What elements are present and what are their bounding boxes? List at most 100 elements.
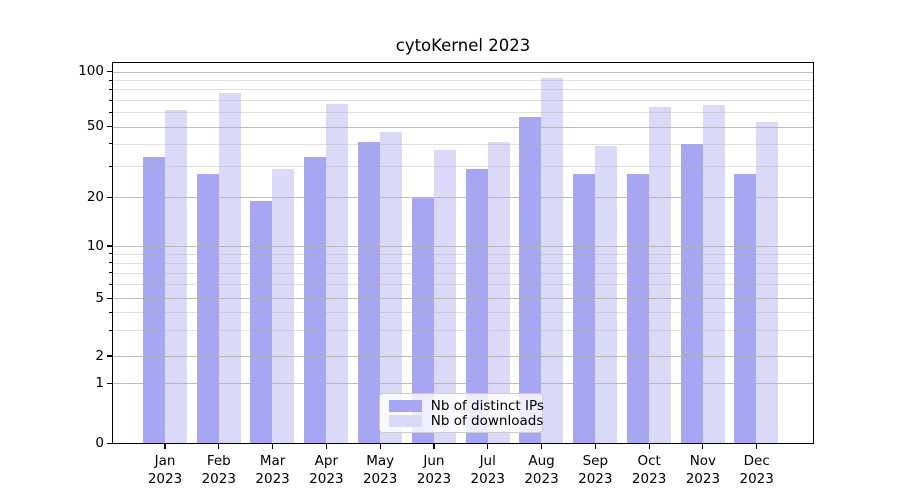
bar-downloads-jul xyxy=(487,142,510,443)
x-label-month: Nov xyxy=(689,453,717,469)
x-tick-nov xyxy=(702,444,704,449)
x-tick-label-sep: Sep 2023 xyxy=(563,452,627,488)
bar-ips-oct xyxy=(626,174,649,443)
bar-ips-apr xyxy=(304,156,327,443)
x-label-year: 2023 xyxy=(255,471,290,487)
x-tick-sep xyxy=(594,444,596,449)
x-label-year: 2023 xyxy=(524,471,559,487)
y-minortick-80 xyxy=(109,88,112,90)
x-label-month: Dec xyxy=(743,453,770,469)
x-label-month: Apr xyxy=(314,453,339,469)
bar-downloads-nov xyxy=(702,104,725,443)
y-tick-label-100: 100 xyxy=(78,63,104,80)
y-minortick-9 xyxy=(109,253,112,255)
y-tick-label-50: 50 xyxy=(86,118,104,135)
x-tick-jul xyxy=(487,444,489,449)
y-minortick-6 xyxy=(109,284,112,286)
x-tick-jun xyxy=(433,444,435,449)
y-tick-5 xyxy=(107,297,112,299)
x-label-year: 2023 xyxy=(309,471,344,487)
legend-item-distinct-ips: Nb of distinct IPs xyxy=(388,398,544,414)
y-tick-label-20: 20 xyxy=(86,188,104,205)
x-label-year: 2023 xyxy=(578,471,613,487)
x-tick-jan xyxy=(164,444,166,449)
x-tick-oct xyxy=(648,444,650,449)
y-minortick-4 xyxy=(109,311,112,313)
bar-ips-mar xyxy=(250,201,273,443)
gridline-minor-90 xyxy=(113,79,813,81)
y-tick-100 xyxy=(107,71,112,73)
bar-downloads-aug xyxy=(541,77,564,443)
bar-downloads-jun xyxy=(433,150,456,443)
x-label-month: Feb xyxy=(206,453,231,469)
y-tick-20 xyxy=(107,196,112,198)
y-tick-label-10: 10 xyxy=(86,237,104,254)
x-label-month: Jan xyxy=(154,453,176,469)
y-tick-0 xyxy=(107,442,112,444)
x-tick-label-aug: Aug 2023 xyxy=(510,452,574,488)
y-minortick-90 xyxy=(109,79,112,81)
x-label-year: 2023 xyxy=(201,471,236,487)
y-minortick-8 xyxy=(109,262,112,264)
bar-ips-may xyxy=(357,142,380,443)
x-label-month: May xyxy=(366,453,395,469)
x-tick-label-nov: Nov 2023 xyxy=(671,452,735,488)
bar-downloads-apr xyxy=(326,103,349,443)
chart-title: cytoKernel 2023 xyxy=(395,36,531,55)
gridline-100 xyxy=(113,71,813,73)
x-label-month: Sep xyxy=(582,453,609,469)
bar-ips-dec xyxy=(734,174,757,443)
x-tick-label-jun: Jun 2023 xyxy=(402,452,466,488)
x-tick-label-jul: Jul 2023 xyxy=(456,452,520,488)
y-tick-label-1: 1 xyxy=(95,374,104,391)
legend: Nb of distinct IPs Nb of downloads xyxy=(378,392,544,433)
x-label-month: Jun xyxy=(423,453,445,469)
plot-area: Nb of distinct IPs Nb of downloads xyxy=(112,62,814,444)
x-tick-dec xyxy=(756,444,758,449)
legend-swatch-distinct-ips xyxy=(388,400,422,413)
bar-downloads-sep xyxy=(595,146,618,443)
x-label-year: 2023 xyxy=(147,471,183,487)
x-tick-label-mar: Mar 2023 xyxy=(241,452,305,488)
x-label-year: 2023 xyxy=(416,471,452,487)
x-tick-apr xyxy=(325,444,327,449)
y-minortick-40 xyxy=(109,143,112,145)
x-label-month: Oct xyxy=(637,453,661,469)
x-label-month: Mar xyxy=(259,453,286,469)
bar-ips-aug xyxy=(519,116,542,443)
y-tick-label-2: 2 xyxy=(95,347,104,364)
x-label-year: 2023 xyxy=(739,471,774,487)
x-tick-label-jan: Jan 2023 xyxy=(133,452,197,488)
bar-downloads-oct xyxy=(648,107,671,443)
x-tick-aug xyxy=(540,444,543,449)
legend-item-downloads: Nb of downloads xyxy=(388,413,543,429)
x-tick-label-feb: Feb 2023 xyxy=(187,452,251,488)
x-tick-label-may: May 2023 xyxy=(348,452,412,488)
y-tick-label-5: 5 xyxy=(95,289,104,306)
bar-downloads-feb xyxy=(218,92,241,443)
y-tick-50 xyxy=(107,126,112,128)
x-label-month: Jul xyxy=(479,453,496,469)
bar-ips-jan xyxy=(142,156,165,443)
y-minortick-30 xyxy=(109,165,112,167)
x-tick-label-oct: Oct 2023 xyxy=(617,452,681,488)
bar-downloads-may xyxy=(379,131,402,443)
x-label-year: 2023 xyxy=(470,471,505,487)
x-tick-label-apr: Apr 2023 xyxy=(294,452,358,488)
y-minortick-70 xyxy=(109,99,112,101)
y-tick-2 xyxy=(107,355,112,357)
x-label-year: 2023 xyxy=(685,471,721,487)
x-tick-may xyxy=(379,444,381,449)
y-tick-1 xyxy=(107,382,112,384)
y-minortick-3 xyxy=(109,329,112,331)
y-minortick-7 xyxy=(109,272,112,274)
gridline-minor-80 xyxy=(113,89,813,91)
legend-swatch-downloads xyxy=(388,415,422,428)
bar-ips-sep xyxy=(573,174,596,443)
bar-downloads-mar xyxy=(272,168,295,443)
y-minortick-60 xyxy=(109,111,112,113)
bar-ips-feb xyxy=(196,174,219,443)
legend-label-distinct-ips: Nb of distinct IPs xyxy=(430,398,544,415)
bar-ips-nov xyxy=(680,144,703,443)
